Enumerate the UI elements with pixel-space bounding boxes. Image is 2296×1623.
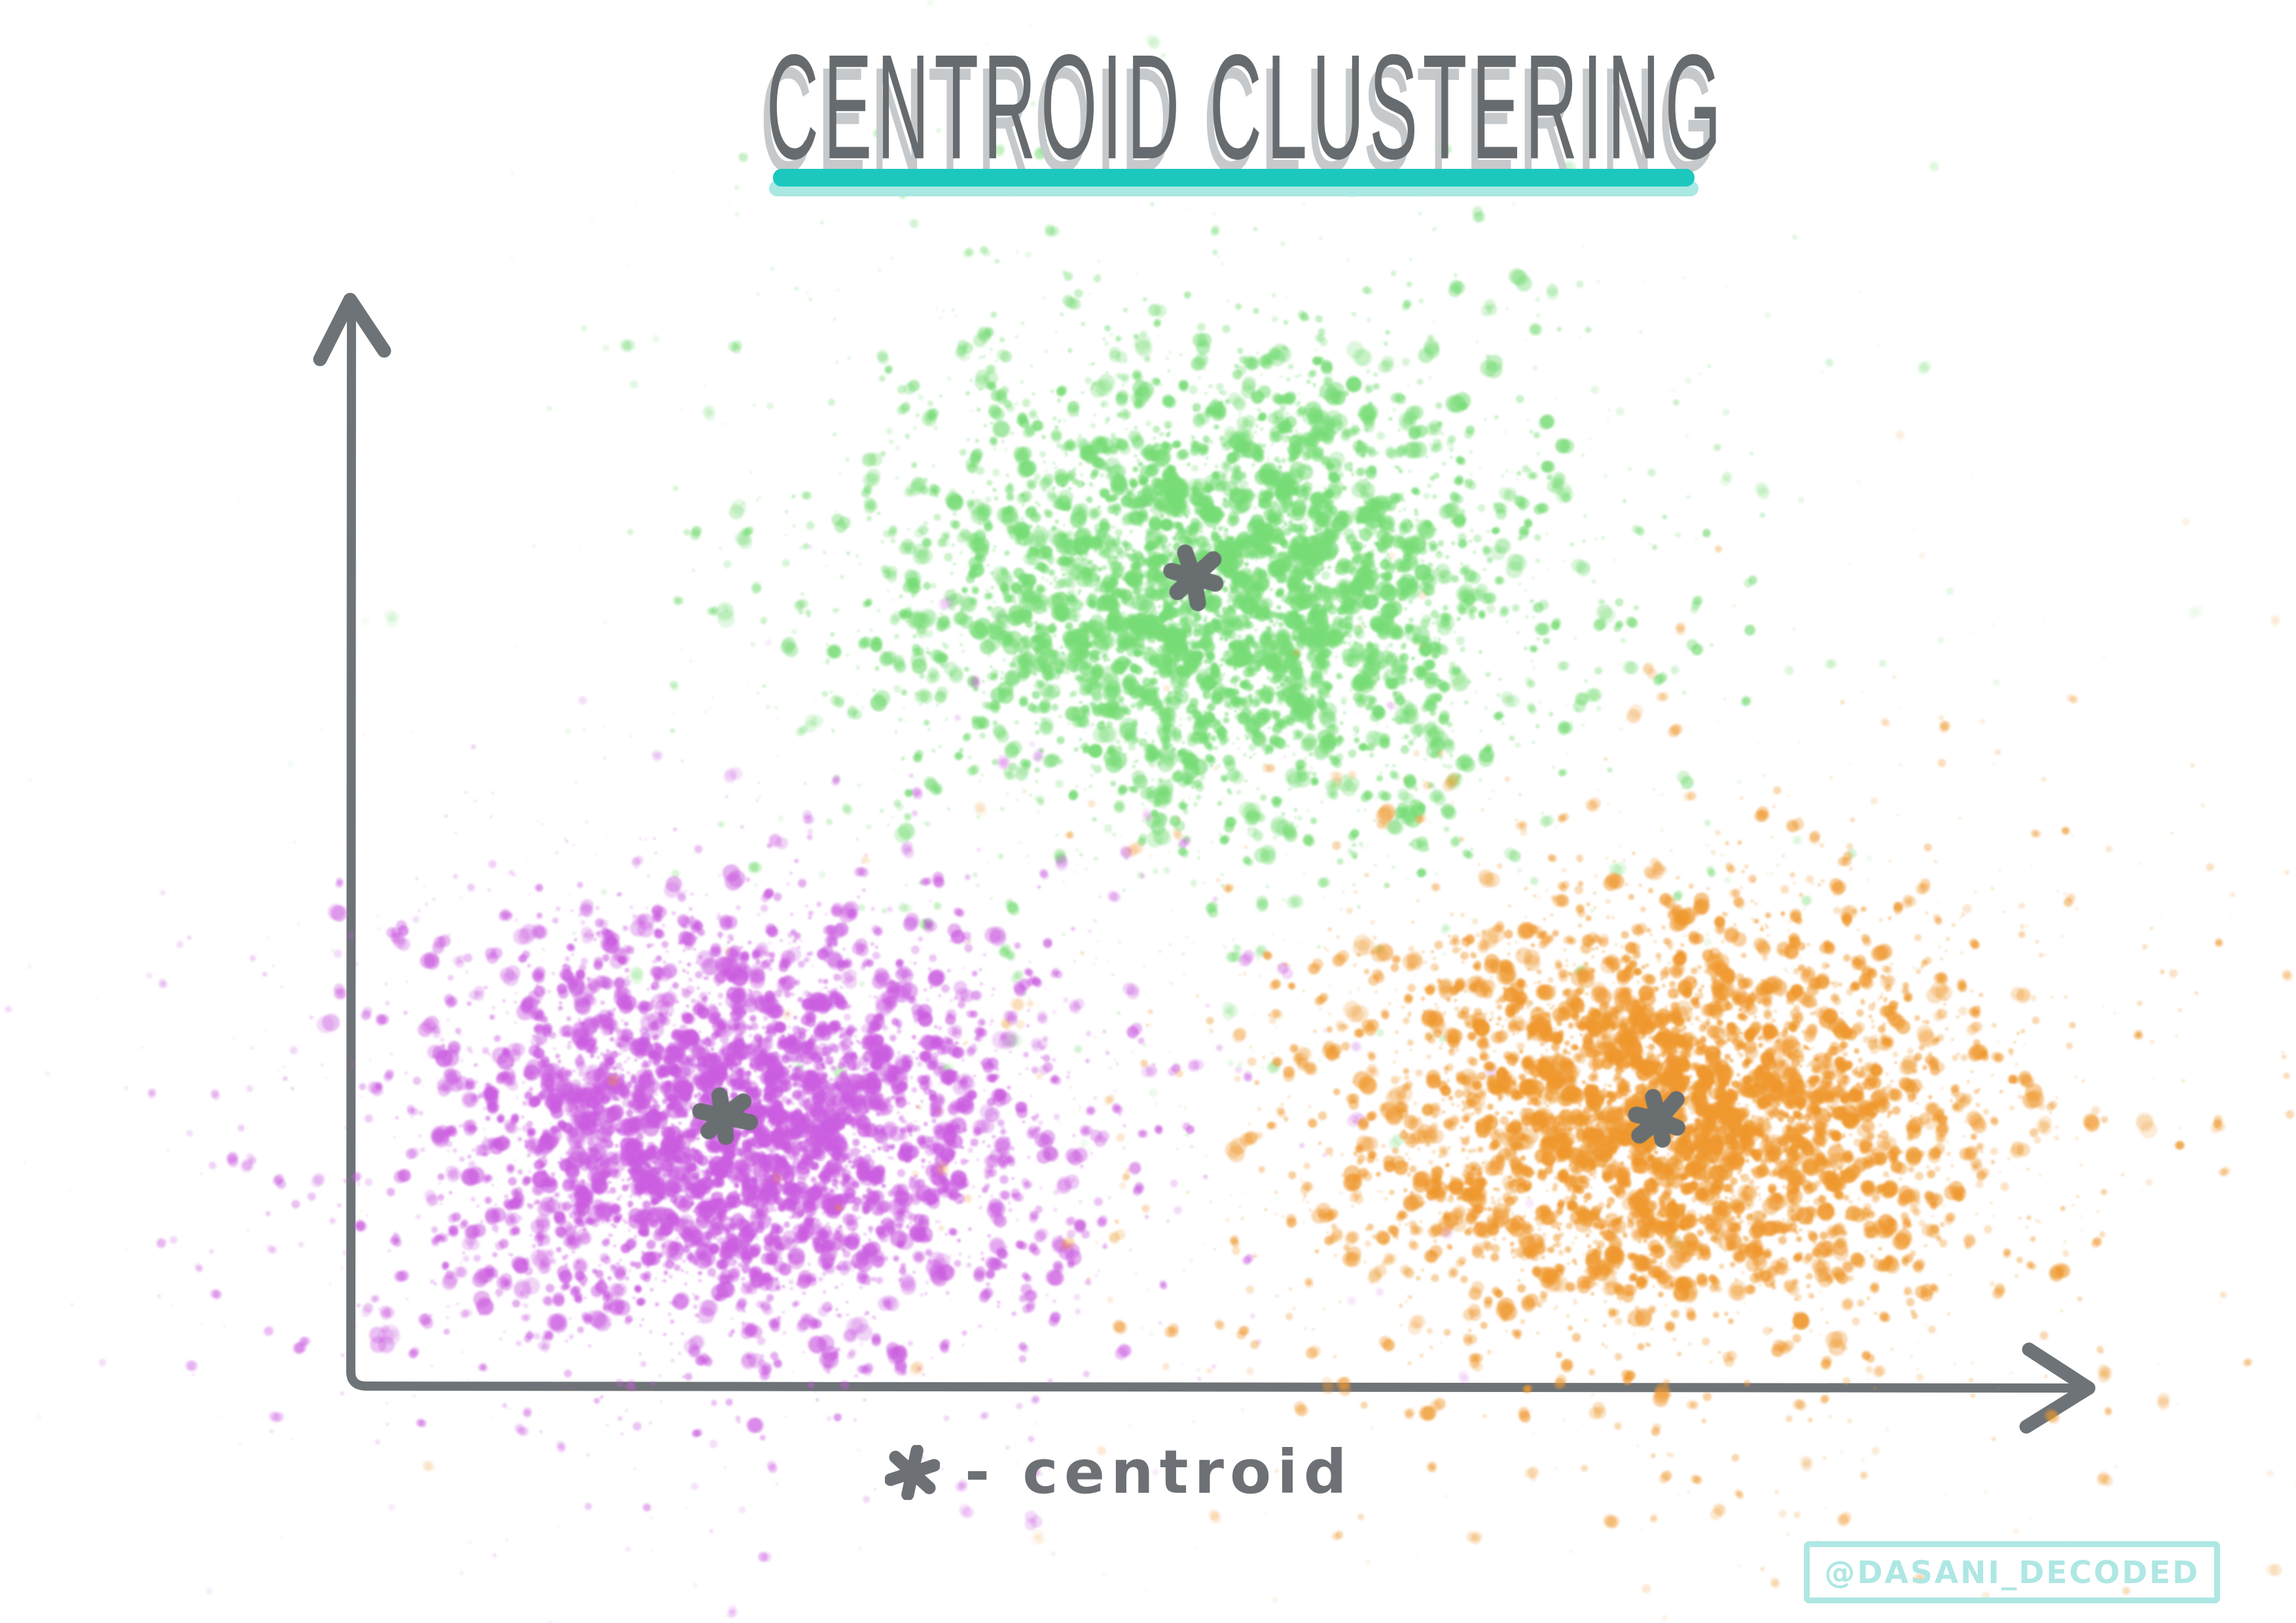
legend-label: - centroid [965,1437,1353,1507]
centroid-asterisk-icon [885,1444,940,1500]
asterisk-stroke [885,1458,940,1486]
centroid-legend: - centroid [885,1437,1353,1507]
title-underline [769,169,1698,203]
page-title: CENTROID CLUSTERING [766,23,1727,190]
title-underline-bar [773,169,1695,187]
watermark-badge: @DASANI_DECODED [1804,1541,2220,1603]
watermark-text: @DASANI_DECODED [1824,1555,2200,1591]
